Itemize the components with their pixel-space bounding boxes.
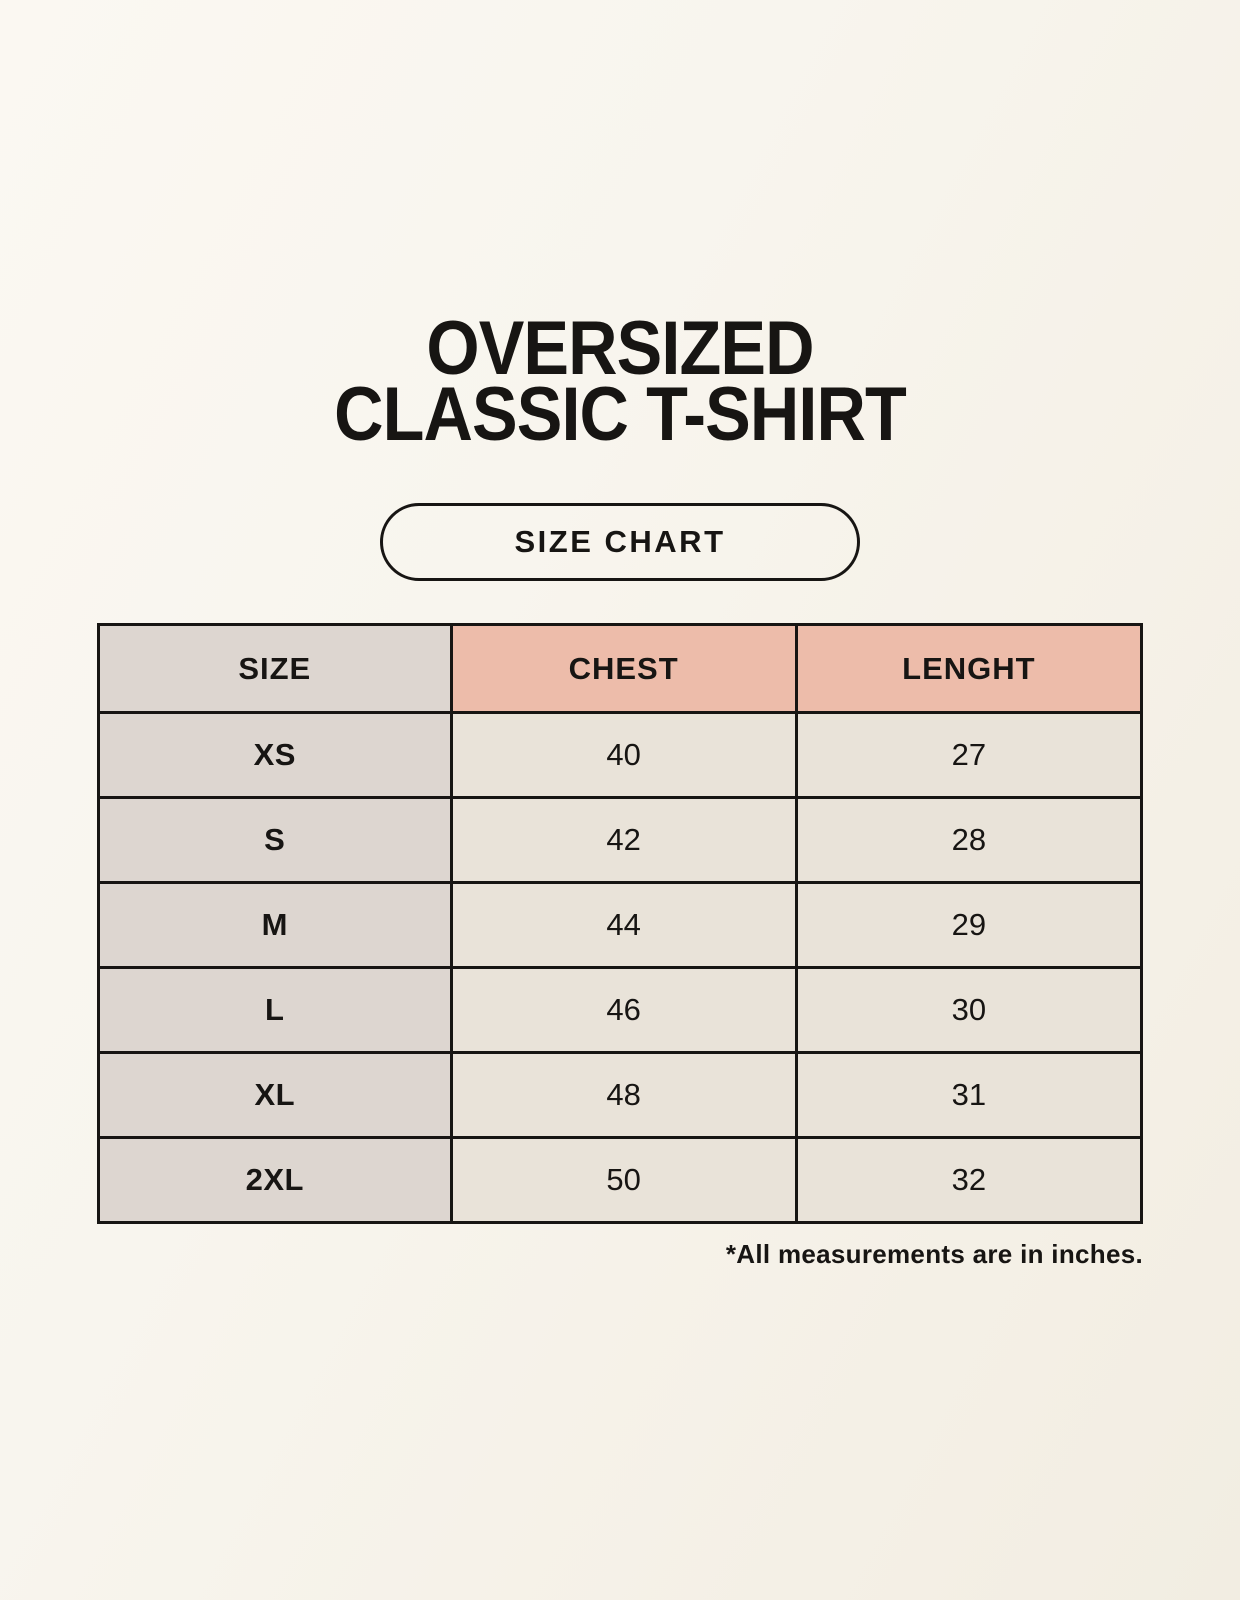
chest-cell: 40 [449, 711, 798, 799]
table-row: XS 40 27 [97, 711, 1144, 799]
size-chart-button[interactable]: SIZE CHART [380, 503, 860, 581]
size-chart-table: SIZE CHEST LENGHT XS 40 27 S 42 28 M 44 … [97, 623, 1144, 1224]
length-cell: 27 [794, 711, 1144, 799]
size-cell: M [97, 881, 453, 969]
length-cell: 28 [794, 796, 1144, 884]
table-row: M 44 29 [97, 881, 1144, 969]
size-cell: L [97, 966, 453, 1054]
chest-cell: 44 [449, 881, 798, 969]
column-header-length: LENGHT [794, 623, 1144, 714]
table-row: 2XL 50 32 [97, 1136, 1144, 1224]
size-cell: S [97, 796, 453, 884]
size-chart-page: OVERSIZED CLASSIC T-SHIRT SIZE CHART SIZ… [97, 0, 1144, 1270]
table-row: XL 48 31 [97, 1051, 1144, 1139]
length-cell: 31 [794, 1051, 1144, 1139]
size-cell: XL [97, 1051, 453, 1139]
table-row: L 46 30 [97, 966, 1144, 1054]
page-title-line2: CLASSIC T-SHIRT [334, 372, 907, 457]
length-cell: 29 [794, 881, 1144, 969]
size-cell: 2XL [97, 1136, 453, 1224]
chest-cell: 46 [449, 966, 798, 1054]
chest-cell: 48 [449, 1051, 798, 1139]
page-title: OVERSIZED CLASSIC T-SHIRT [97, 306, 1143, 457]
measurements-footnote: *All measurements are in inches. [725, 1239, 1143, 1269]
size-cell: XS [97, 711, 453, 799]
chest-cell: 42 [449, 796, 798, 884]
length-cell: 32 [794, 1136, 1144, 1224]
table-header-row: SIZE CHEST LENGHT [97, 623, 1144, 714]
column-header-chest: CHEST [449, 623, 798, 714]
table-row: S 42 28 [97, 796, 1144, 884]
length-cell: 30 [794, 966, 1144, 1054]
column-header-size: SIZE [97, 623, 453, 714]
page-title-line1: OVERSIZED [426, 306, 814, 391]
chest-cell: 50 [449, 1136, 798, 1224]
